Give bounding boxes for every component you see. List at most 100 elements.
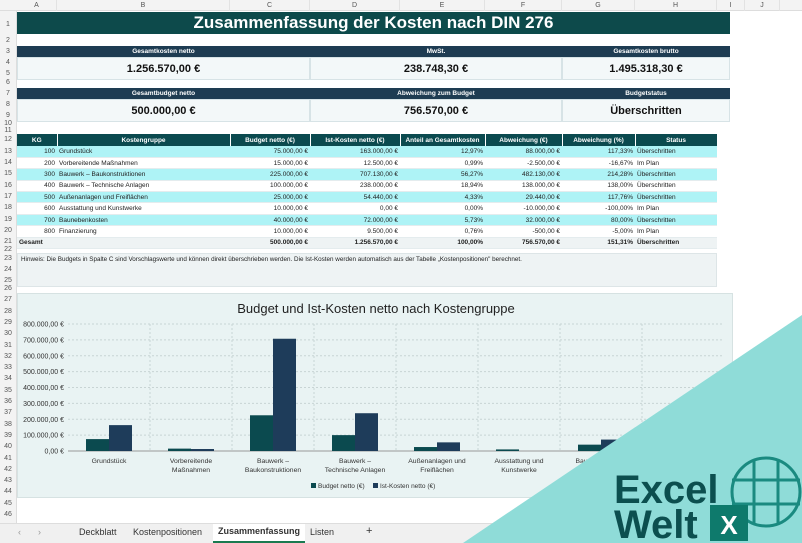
total-cell[interactable]: 1.256.570,00 € (310, 237, 400, 250)
row-header[interactable]: 45 (4, 499, 12, 507)
row-header[interactable]: 26 (4, 285, 12, 292)
table-cell[interactable]: Überschritten (635, 214, 717, 227)
table-cell[interactable]: 56,27% (400, 168, 485, 181)
table-cell[interactable]: 0,00% (400, 202, 485, 215)
table-cell[interactable]: 29.440,00 € (485, 191, 562, 204)
table-cell[interactable]: 117,33% (562, 146, 635, 158)
column-header[interactable]: J (745, 0, 780, 11)
table-cell[interactable]: 0,76% (400, 225, 485, 238)
row-header[interactable]: 32 (4, 352, 12, 360)
total-cell[interactable] (57, 237, 230, 250)
table-cell[interactable]: Im Plan (635, 225, 717, 238)
kpi-value-gesamtkosten-brutto[interactable]: 1.495.318,30 € (562, 57, 730, 80)
row-header[interactable]: 42 (4, 465, 12, 473)
tab-zusammenfassung[interactable]: Zusammenfassung (213, 524, 306, 543)
total-cell[interactable]: Gesamt (17, 237, 57, 250)
row-header[interactable]: 11 (4, 127, 12, 134)
bar[interactable] (250, 415, 273, 451)
table-cell[interactable]: 214,28% (562, 168, 635, 181)
column-header[interactable]: B (57, 0, 230, 11)
table-cell[interactable]: -10.000,00 € (485, 202, 562, 215)
row-header[interactable]: 29 (4, 318, 12, 326)
table-cell[interactable]: -100,00% (562, 202, 635, 215)
row-header[interactable]: 3 (6, 48, 10, 55)
table-cell[interactable]: -16,67% (562, 157, 635, 170)
row-header[interactable]: 44 (4, 488, 12, 496)
note-text[interactable]: Hinweis: Die Budgets in Spalte C sind Vo… (17, 253, 717, 287)
row-header[interactable]: 34 (4, 375, 12, 383)
bar[interactable] (414, 447, 437, 451)
row-header[interactable]: 37 (4, 409, 12, 417)
row-header[interactable]: 36 (4, 398, 12, 405)
kpi-value-abweichung[interactable]: 756.570,00 € (310, 99, 562, 122)
table-cell[interactable]: -5,00% (562, 225, 635, 238)
bar[interactable] (191, 449, 214, 451)
row-header[interactable]: 39 (4, 431, 12, 439)
table-cell[interactable]: 600 (17, 202, 57, 215)
column-header[interactable]: H (635, 0, 717, 11)
row-header[interactable]: 27 (4, 296, 12, 304)
row-header[interactable]: 1 (6, 21, 10, 28)
table-cell[interactable]: 10.000,00 € (230, 225, 310, 238)
table-cell[interactable]: 80,00% (562, 214, 635, 227)
row-header[interactable]: 5 (6, 70, 10, 77)
column-header[interactable]: F (485, 0, 562, 11)
column-header[interactable]: E (400, 0, 485, 11)
column-header-cell[interactable]: Kostengruppe (57, 134, 231, 146)
bar[interactable] (109, 425, 132, 451)
row-header[interactable]: 25 (4, 277, 12, 284)
add-sheet-button[interactable]: + (366, 525, 373, 537)
table-cell[interactable]: 482.130,00 € (485, 168, 562, 181)
row-header[interactable]: 18 (4, 204, 12, 211)
column-header[interactable]: C (230, 0, 310, 11)
scroll-right-icon[interactable]: › (38, 527, 41, 537)
table-cell[interactable]: Im Plan (635, 157, 717, 170)
row-header[interactable]: 13 (4, 148, 12, 155)
column-header-cell[interactable]: Anteil an Gesamtkosten (400, 134, 486, 146)
total-cell[interactable]: Überschritten (635, 237, 717, 250)
table-cell[interactable]: 75.000,00 € (230, 146, 310, 158)
tab-listen[interactable]: Listen (310, 527, 335, 537)
row-header[interactable]: 28 (4, 307, 12, 315)
row-header[interactable]: 17 (4, 193, 12, 200)
column-header-cell[interactable]: Abweichung (€) (485, 134, 563, 146)
bar[interactable] (496, 449, 519, 451)
table-cell[interactable]: 10.000,00 € (230, 202, 310, 215)
table-cell[interactable]: 72.000,00 € (310, 214, 400, 227)
row-header[interactable]: 14 (4, 159, 12, 166)
row-header[interactable]: 22 (4, 246, 12, 253)
table-cell[interactable]: 138,00% (562, 180, 635, 193)
column-header-cell[interactable]: Abweichung (%) (562, 134, 636, 146)
table-cell[interactable]: Baunebenkosten (57, 214, 230, 227)
row-header[interactable]: 30 (4, 330, 12, 338)
row-header[interactable]: 7 (6, 90, 10, 97)
table-cell[interactable]: Ausstattung und Kunstwerke (57, 202, 230, 215)
bar[interactable] (332, 435, 355, 451)
bar[interactable] (168, 448, 191, 451)
column-header[interactable]: G (562, 0, 635, 11)
table-cell[interactable]: 12,97% (400, 146, 485, 158)
row-header[interactable]: 15 (4, 170, 12, 177)
row-header[interactable]: 16 (4, 182, 12, 189)
column-header[interactable]: I (717, 0, 745, 11)
row-header[interactable]: 35 (4, 386, 12, 394)
table-cell[interactable]: Im Plan (635, 202, 717, 215)
table-cell[interactable]: Grundstück (57, 146, 230, 158)
column-header-cell[interactable]: Status (635, 134, 718, 146)
row-header[interactable]: 12 (4, 136, 12, 143)
row-header[interactable]: 46 (4, 511, 12, 518)
table-cell[interactable]: 4,33% (400, 191, 485, 204)
table-cell[interactable]: 88.000,00 € (485, 146, 562, 158)
row-header[interactable]: 38 (4, 420, 12, 428)
row-header[interactable]: 19 (4, 216, 12, 223)
table-cell[interactable]: 707.130,00 € (310, 168, 400, 181)
table-cell[interactable]: 32.000,00 € (485, 214, 562, 227)
row-header[interactable]: 2 (6, 37, 10, 44)
table-cell[interactable]: Überschritten (635, 191, 717, 204)
table-cell[interactable]: 100.000,00 € (230, 180, 310, 193)
row-header[interactable]: 41 (4, 454, 12, 462)
table-cell[interactable]: Überschritten (635, 168, 717, 181)
row-header[interactable]: 33 (4, 364, 12, 372)
column-header[interactable]: D (310, 0, 400, 11)
column-header-cell[interactable]: Ist-Kosten netto (€) (310, 134, 401, 146)
